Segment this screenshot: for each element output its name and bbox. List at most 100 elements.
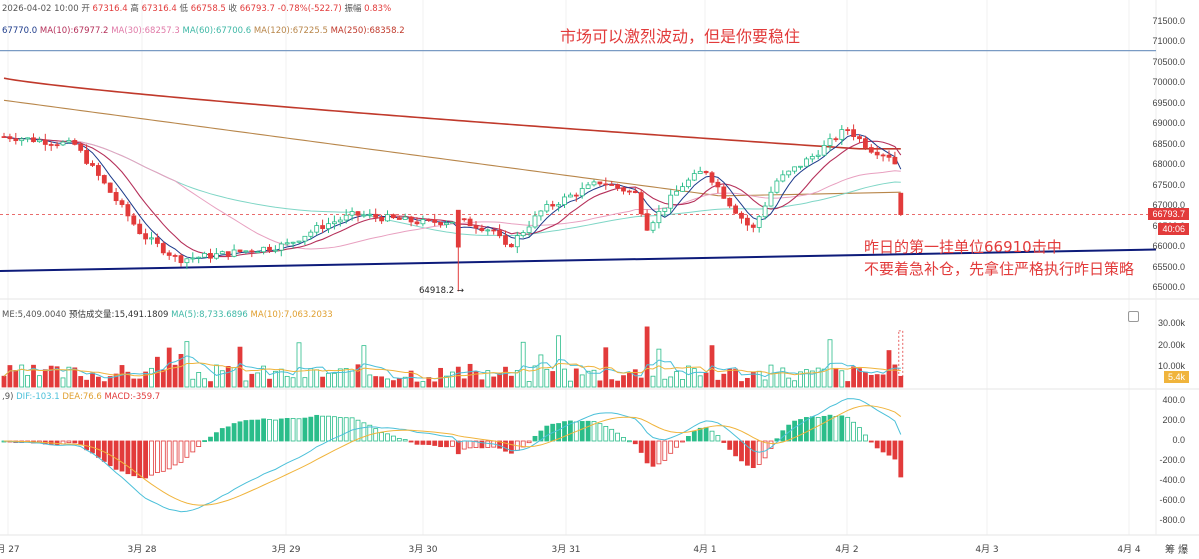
macd-histogram-bar <box>184 440 190 458</box>
candle-body <box>172 255 178 257</box>
volume-bar <box>31 364 36 388</box>
macd-histogram-bar <box>355 419 361 442</box>
volume-bar <box>208 381 213 388</box>
candle-body <box>296 240 302 243</box>
volume-bar <box>113 373 119 388</box>
volume-bar <box>107 376 113 388</box>
time-tick: 3月 29 <box>271 545 301 555</box>
candle-body <box>402 216 408 220</box>
volume-bar <box>798 371 803 388</box>
candle-body <box>874 151 880 156</box>
macd-histogram-bar <box>827 414 833 442</box>
ma60-value: MA(60):67700.6 <box>182 26 252 36</box>
volume-bar <box>485 370 491 388</box>
candle-body <box>331 221 337 225</box>
candle-body <box>166 252 172 256</box>
annotation-top: 市场可以激烈波动，但是你要稳住 <box>560 27 801 46</box>
candle-body <box>66 140 72 143</box>
macd-histogram-bar <box>113 440 119 470</box>
candle-body <box>485 229 491 232</box>
ma30-value: MA(30):68257.3 <box>111 26 180 36</box>
candle-body <box>568 194 573 198</box>
corner-tools[interactable]: 筹 爆 <box>1165 545 1189 556</box>
macd-histogram-bar <box>556 423 561 442</box>
candle-body <box>573 194 579 197</box>
macd-histogram-bar <box>154 440 160 473</box>
candle-body <box>833 138 839 141</box>
candle-body <box>656 211 662 224</box>
candle-body <box>756 216 762 228</box>
macd-histogram-bar <box>361 422 367 442</box>
volume-bar <box>809 370 815 388</box>
candle-body <box>585 184 591 189</box>
macd-histogram-bar <box>568 420 573 442</box>
candle-body <box>550 204 556 207</box>
candle-body <box>31 137 36 143</box>
macd-histogram-bar <box>225 426 231 442</box>
pane-settings-icon[interactable] <box>1128 311 1139 322</box>
macd-tick: -600.0 <box>1159 495 1185 505</box>
volume-bar <box>585 370 591 388</box>
candle-body <box>101 175 107 184</box>
candle-body <box>851 129 856 138</box>
candle-body <box>745 217 750 226</box>
candle-body <box>196 256 202 259</box>
volume-bar <box>314 369 320 388</box>
volume-bar <box>444 375 449 388</box>
ma60-line <box>3 136 901 236</box>
candle-body <box>84 150 89 164</box>
candle-body <box>880 154 886 157</box>
candle-body <box>278 243 284 251</box>
volume-bar <box>568 380 573 388</box>
candle-body <box>432 219 438 223</box>
time-tick: 4月 4 <box>1117 545 1141 555</box>
volume-bar <box>621 375 626 388</box>
macd-histogram-bar <box>644 440 650 464</box>
volume-bar <box>202 378 208 388</box>
candle-body <box>526 226 532 233</box>
candle-body <box>544 204 550 212</box>
candle-body <box>343 214 349 221</box>
macd-histogram-bar <box>721 440 727 443</box>
macd-histogram-bar <box>444 440 449 448</box>
candle-body <box>703 170 709 174</box>
macd-histogram-bar <box>455 440 461 455</box>
candle-body <box>131 215 137 225</box>
volume-bar <box>160 369 166 388</box>
volume-bar <box>768 364 774 388</box>
volume-bar <box>868 374 874 388</box>
volume-bar <box>845 381 851 388</box>
candle-body <box>178 255 184 264</box>
volume-bar <box>361 345 367 388</box>
candle-body <box>96 165 101 176</box>
candle-body <box>780 174 786 182</box>
candle-body <box>792 166 797 172</box>
volume-bar <box>644 326 650 388</box>
volume-bar <box>792 380 797 388</box>
candle-body <box>473 225 479 229</box>
macd-histogram-bar <box>473 440 479 448</box>
volume-bar <box>72 367 78 388</box>
candle-body <box>1 136 7 138</box>
candle-body <box>202 253 208 258</box>
volume-bar <box>715 379 721 388</box>
volume-bar <box>686 365 691 388</box>
candle-body <box>444 222 449 225</box>
volume-tag: 5.4k <box>1163 371 1189 383</box>
macd-histogram-bar <box>544 425 550 442</box>
macd-histogram-bar <box>562 421 567 442</box>
macd-histogram-bar <box>320 415 326 442</box>
candle-body <box>225 251 231 257</box>
volume-bar <box>219 370 225 388</box>
macd-histogram-bar <box>208 436 213 442</box>
candle-body <box>13 138 19 142</box>
macd-histogram-bar <box>815 417 821 442</box>
volume-bar <box>137 378 143 388</box>
macd-histogram-bar <box>750 440 756 469</box>
macd-tick: 200.0 <box>1162 415 1185 425</box>
volume-bar <box>308 368 314 388</box>
macd-dea-line <box>3 405 902 506</box>
price-tick: 67500.0 <box>1152 179 1185 190</box>
candle-body <box>621 187 626 192</box>
